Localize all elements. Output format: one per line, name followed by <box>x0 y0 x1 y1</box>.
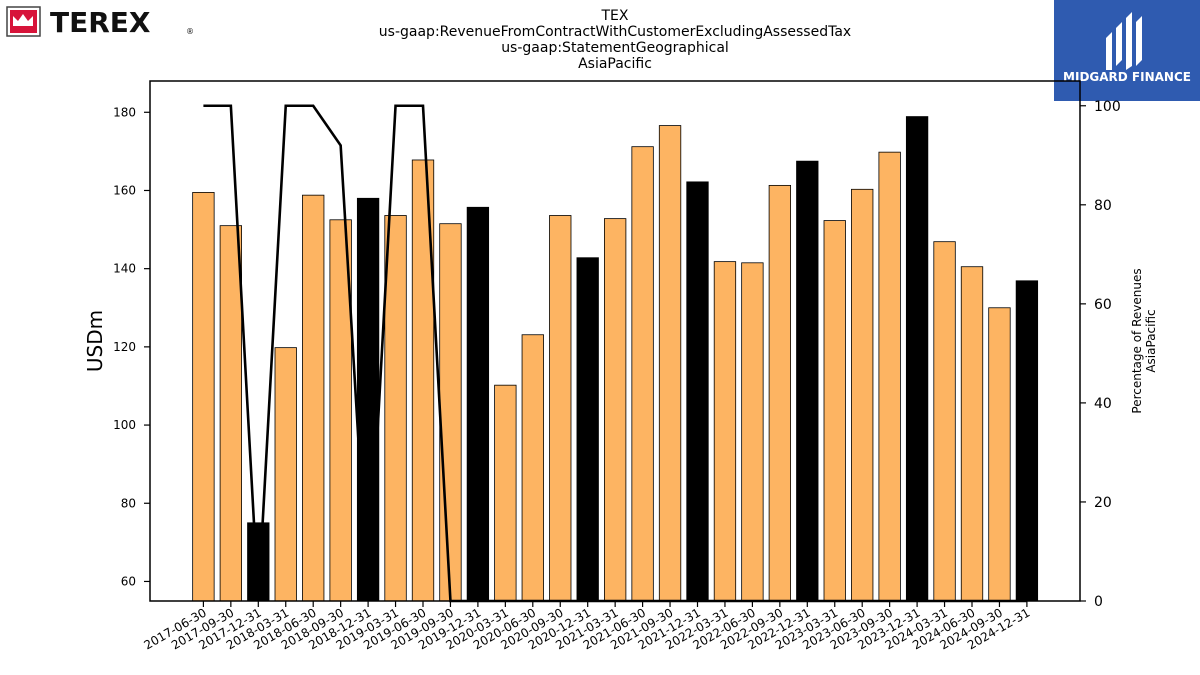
bar <box>302 194 325 602</box>
chart-title-line: us-gaap:RevenueFromContractWithCustomerE… <box>379 24 851 40</box>
y2-tick-label: 20 <box>1094 495 1112 511</box>
chart-title: TEXus-gaap:RevenueFromContractWithCustom… <box>379 8 851 72</box>
chart-title-line: TEX <box>601 8 629 24</box>
bar <box>219 225 243 602</box>
y-tick-label: 60 <box>121 574 136 588</box>
bar <box>549 215 572 602</box>
y2-tick-label: 60 <box>1094 297 1112 313</box>
bar <box>192 192 215 602</box>
y2-tick-label: 40 <box>1094 396 1112 412</box>
bar <box>274 347 297 602</box>
y2-tick-label: 100 <box>1094 99 1121 115</box>
y2-tick-label: 0 <box>1094 594 1103 610</box>
y-tick-label: 80 <box>121 496 136 510</box>
chart-title-line: us-gaap:StatementGeographical <box>501 40 729 56</box>
svg-text:®: ® <box>186 27 194 36</box>
bar <box>576 257 599 602</box>
y2-tick-label: 80 <box>1094 198 1112 214</box>
terex-logo: TEREX ® <box>6 6 206 39</box>
bar <box>988 307 1011 602</box>
bar <box>686 181 709 602</box>
y2-axis-label: Percentage of Revenues <box>1130 268 1144 413</box>
bar <box>658 125 682 602</box>
chart-title-line: AsiaPacific <box>578 56 652 72</box>
bar <box>384 215 407 602</box>
midgard-finance-logo-text: MIDGARD FINANCE <box>1063 70 1191 84</box>
bars-group <box>192 116 1039 602</box>
y-tick-label: 140 <box>113 262 136 276</box>
y2-axis-label: AsiaPacific <box>1144 309 1158 372</box>
bar <box>494 384 517 602</box>
y-tick-label: 120 <box>113 340 136 354</box>
bar <box>823 220 846 602</box>
bar <box>713 261 737 602</box>
midgard-finance-logo: MIDGARD FINANCE <box>1054 0 1200 101</box>
bar <box>851 188 874 602</box>
bar <box>741 262 764 602</box>
bar <box>604 218 627 602</box>
bar <box>768 184 791 602</box>
bar <box>796 160 819 602</box>
y-tick-label: 180 <box>113 105 136 119</box>
bar <box>905 116 929 602</box>
y-tick-label: 100 <box>113 418 136 432</box>
bar <box>521 334 544 602</box>
bar <box>1015 280 1039 602</box>
bar <box>878 151 901 602</box>
bar <box>356 197 380 602</box>
bar <box>631 146 654 602</box>
bar <box>439 223 462 602</box>
bar <box>466 206 490 602</box>
bar <box>933 241 956 602</box>
y-axis-label: USDm <box>83 310 107 372</box>
terex-logo-text: TEREX <box>50 6 151 38</box>
bar <box>960 266 984 602</box>
y-tick-label: 160 <box>113 183 136 197</box>
